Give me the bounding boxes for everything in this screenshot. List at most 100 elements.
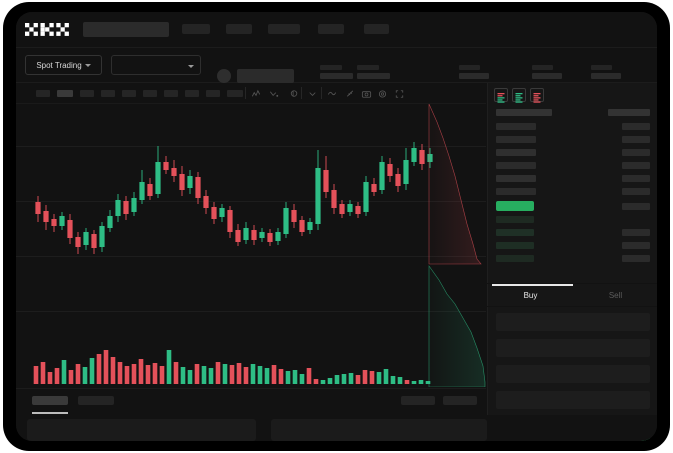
footer-panel-balance[interactable] bbox=[27, 419, 256, 441]
volume-bar bbox=[369, 371, 375, 384]
timeframe-4[interactable] bbox=[101, 90, 115, 97]
footer-bar bbox=[16, 415, 657, 441]
fullscreen-icon[interactable] bbox=[393, 87, 406, 99]
orderbook-bid-row[interactable] bbox=[496, 255, 534, 262]
price-chart[interactable] bbox=[16, 104, 486, 387]
settings-icon[interactable] bbox=[376, 87, 389, 99]
nav-item-4[interactable] bbox=[318, 24, 344, 34]
nav-item-5[interactable] bbox=[364, 24, 389, 34]
volume-bar bbox=[250, 364, 256, 384]
orderbook-ask-row[interactable] bbox=[496, 162, 536, 169]
bottom-tab-open-orders[interactable] bbox=[32, 396, 68, 405]
bottom-action-2[interactable] bbox=[443, 396, 477, 405]
timeframe-1[interactable] bbox=[36, 90, 50, 97]
orderbook-bid-row[interactable] bbox=[496, 242, 534, 249]
orderbook-mode-bids-icon[interactable] bbox=[512, 88, 526, 103]
candle-body bbox=[331, 190, 337, 208]
volume-bar bbox=[236, 363, 242, 384]
tab-buy-label: Buy bbox=[523, 290, 538, 300]
stat-24h-high bbox=[357, 65, 390, 79]
stat-24h-turnover-value bbox=[532, 73, 562, 79]
last-price-value bbox=[237, 69, 294, 83]
volume-bar bbox=[271, 365, 277, 384]
candle-body bbox=[155, 162, 161, 194]
candle-body bbox=[307, 222, 313, 230]
compare-icon[interactable] bbox=[288, 87, 301, 99]
orderbook-mode-both-icon[interactable] bbox=[494, 88, 508, 103]
stat-24h-turnover-label bbox=[532, 65, 553, 70]
indicators-icon[interactable] bbox=[250, 87, 263, 99]
bottom-action-1[interactable] bbox=[401, 396, 435, 405]
timeframe-2[interactable] bbox=[57, 90, 73, 97]
order-amount-field[interactable] bbox=[496, 339, 650, 357]
volume-bar bbox=[418, 380, 424, 384]
tab-sell[interactable]: Sell bbox=[573, 284, 657, 306]
volume-bar bbox=[166, 350, 172, 384]
timeframe-10[interactable] bbox=[227, 90, 243, 97]
orderbook-mode-asks-icon[interactable] bbox=[530, 88, 544, 103]
timeframe-9[interactable] bbox=[206, 90, 220, 97]
orderbook-ask-row-size bbox=[622, 123, 650, 130]
nav-item-1[interactable] bbox=[182, 24, 210, 34]
bottom-tab-order-history[interactable] bbox=[78, 396, 114, 405]
candle-body bbox=[203, 196, 209, 208]
volume-bar bbox=[131, 364, 137, 384]
active-tab-indicator bbox=[32, 412, 68, 414]
candle-body bbox=[107, 216, 113, 228]
candle-body bbox=[419, 150, 425, 164]
chevron-down-icon[interactable] bbox=[306, 87, 319, 99]
timeframe-3[interactable] bbox=[80, 90, 94, 97]
nav-item-3[interactable] bbox=[268, 24, 300, 34]
candle-body bbox=[187, 176, 193, 188]
okx-logo[interactable] bbox=[25, 23, 69, 36]
tab-buy[interactable]: Buy bbox=[488, 284, 573, 306]
bid-depth-area bbox=[428, 265, 486, 387]
line-chart-icon[interactable] bbox=[326, 87, 339, 99]
timeframe-8[interactable] bbox=[185, 90, 199, 97]
orderbook-spread-row bbox=[496, 201, 534, 211]
spot-trading-dropdown[interactable]: Spot Trading bbox=[25, 55, 102, 75]
chevron-down-icon bbox=[188, 64, 194, 68]
active-tab-indicator bbox=[492, 284, 573, 286]
candle-body bbox=[179, 174, 185, 190]
candle-body bbox=[139, 182, 145, 200]
orderbook-ask-row-size bbox=[622, 162, 650, 169]
trading-pair-dropdown[interactable] bbox=[111, 55, 201, 75]
order-price-field[interactable] bbox=[496, 313, 650, 331]
volume-bar bbox=[173, 362, 179, 384]
candle-body bbox=[219, 208, 225, 217]
volume-bar bbox=[110, 357, 116, 384]
volume-bar bbox=[383, 369, 389, 384]
order-book-header-right bbox=[608, 109, 650, 116]
volume-bar bbox=[390, 376, 396, 384]
chart-style-icon[interactable] bbox=[268, 87, 281, 99]
footer-panel-assets[interactable] bbox=[271, 419, 487, 441]
volume-bar bbox=[411, 381, 417, 384]
orderbook-bid-row[interactable] bbox=[496, 216, 534, 223]
volume-bar bbox=[222, 364, 228, 384]
orderbook-ask-row[interactable] bbox=[496, 175, 536, 182]
orderbook-bid-row[interactable] bbox=[496, 229, 534, 236]
volume-bar bbox=[82, 367, 88, 384]
order-extra-field[interactable] bbox=[496, 391, 650, 409]
candle-body bbox=[251, 230, 257, 240]
candle-body bbox=[299, 220, 305, 232]
timeframe-7[interactable] bbox=[164, 90, 178, 97]
orderbook-bid-row-size bbox=[622, 229, 650, 236]
orderbook-ask-row[interactable] bbox=[496, 149, 536, 156]
volume-bar bbox=[152, 363, 158, 384]
orderbook-ask-row[interactable] bbox=[496, 136, 536, 143]
drawing-tool-icon[interactable] bbox=[344, 87, 357, 99]
nav-item-2[interactable] bbox=[226, 24, 252, 34]
orderbook-ask-row[interactable] bbox=[496, 123, 536, 130]
search-input[interactable] bbox=[83, 22, 169, 37]
timeframe-5[interactable] bbox=[122, 90, 136, 97]
volume-bar bbox=[327, 378, 333, 384]
tab-sell-label: Sell bbox=[608, 290, 623, 300]
candle-body bbox=[315, 168, 321, 224]
orderbook-ask-row[interactable] bbox=[496, 188, 536, 195]
order-total-field[interactable] bbox=[496, 365, 650, 383]
device-frame: Spot Trading bbox=[3, 2, 670, 451]
timeframe-6[interactable] bbox=[143, 90, 157, 97]
camera-icon[interactable] bbox=[360, 87, 373, 99]
